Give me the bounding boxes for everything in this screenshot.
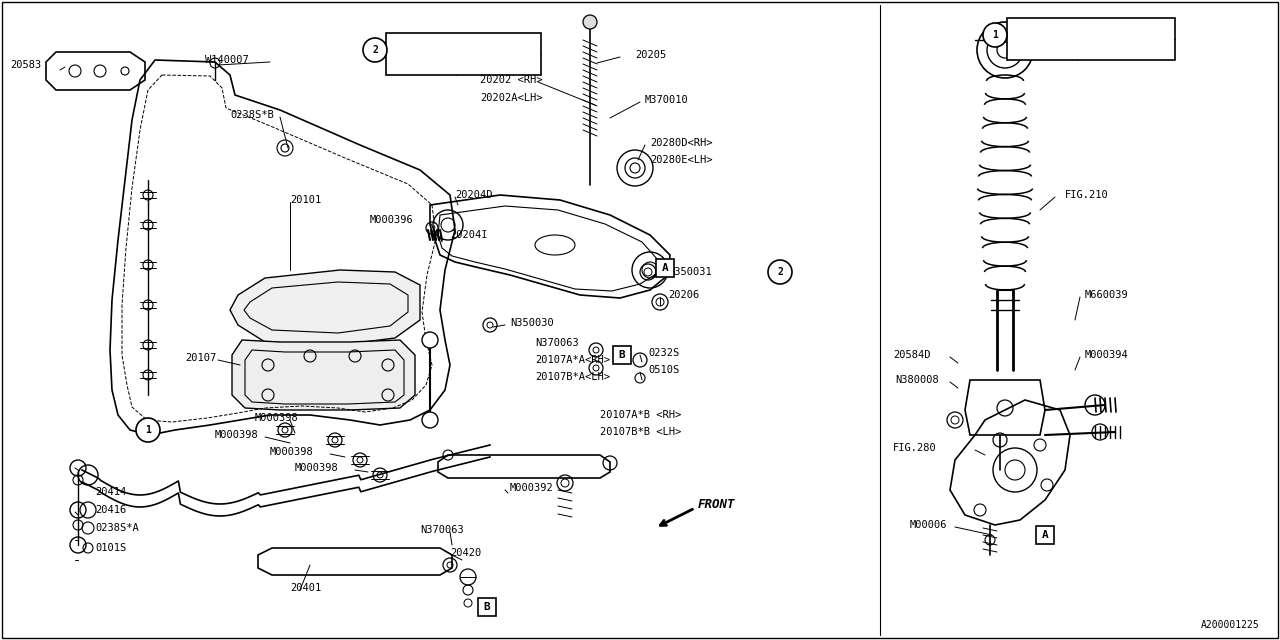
Text: M000398: M000398 bbox=[215, 430, 259, 440]
Polygon shape bbox=[230, 270, 420, 345]
Text: (1310-): (1310-) bbox=[1083, 45, 1124, 55]
Circle shape bbox=[364, 38, 387, 62]
Text: M000304: M000304 bbox=[1011, 23, 1052, 33]
Text: 20416: 20416 bbox=[95, 505, 127, 515]
Text: 20202A<LH>: 20202A<LH> bbox=[480, 93, 543, 103]
Bar bbox=[387, 33, 541, 75]
Bar bbox=[657, 259, 675, 277]
Text: M000397: M000397 bbox=[390, 38, 431, 48]
Text: 2: 2 bbox=[777, 267, 783, 277]
Text: W140007: W140007 bbox=[205, 55, 248, 65]
Text: M660039: M660039 bbox=[1085, 290, 1129, 300]
Text: 20107B*B <LH>: 20107B*B <LH> bbox=[600, 427, 681, 437]
Text: M000392: M000392 bbox=[509, 483, 554, 493]
Text: FRONT: FRONT bbox=[698, 499, 736, 511]
Text: M000431: M000431 bbox=[1011, 45, 1052, 55]
Text: N350030: N350030 bbox=[509, 318, 554, 328]
Text: M000398: M000398 bbox=[255, 413, 298, 423]
Text: 20414: 20414 bbox=[95, 487, 127, 497]
Text: M000394: M000394 bbox=[1085, 350, 1129, 360]
Circle shape bbox=[422, 412, 438, 428]
Text: (1406-): (1406-) bbox=[462, 60, 503, 70]
Circle shape bbox=[422, 332, 438, 348]
Text: 20101: 20101 bbox=[291, 195, 321, 205]
Text: 20107A*A<RH>: 20107A*A<RH> bbox=[535, 355, 611, 365]
Text: 20107A*B <RH>: 20107A*B <RH> bbox=[600, 410, 681, 420]
Text: N380008: N380008 bbox=[895, 375, 938, 385]
Circle shape bbox=[136, 418, 160, 442]
Text: 0101S: 0101S bbox=[95, 543, 127, 553]
Text: 20205: 20205 bbox=[635, 50, 667, 60]
Text: N350031: N350031 bbox=[668, 267, 712, 277]
Text: 20420: 20420 bbox=[451, 548, 481, 558]
Text: A200001225: A200001225 bbox=[1201, 620, 1260, 630]
Text: FIG.280: FIG.280 bbox=[893, 443, 937, 453]
Text: 20107: 20107 bbox=[186, 353, 216, 363]
Circle shape bbox=[768, 260, 792, 284]
Text: B: B bbox=[484, 602, 490, 612]
Text: M000396: M000396 bbox=[370, 215, 413, 225]
Text: M000439: M000439 bbox=[390, 60, 431, 70]
Text: 20583: 20583 bbox=[10, 60, 41, 70]
Text: N370063: N370063 bbox=[535, 338, 579, 348]
Text: 1: 1 bbox=[992, 30, 998, 40]
Text: 0232S: 0232S bbox=[648, 348, 680, 358]
Text: 20204I: 20204I bbox=[451, 230, 488, 240]
Text: 20280E<LH>: 20280E<LH> bbox=[650, 155, 713, 165]
Polygon shape bbox=[232, 340, 415, 410]
Text: (-1406): (-1406) bbox=[462, 38, 503, 48]
Text: 1: 1 bbox=[145, 425, 151, 435]
Text: N370063: N370063 bbox=[420, 525, 463, 535]
Text: (-1310): (-1310) bbox=[1083, 23, 1124, 33]
Text: FIG.210: FIG.210 bbox=[1065, 190, 1108, 200]
Text: 2: 2 bbox=[372, 45, 378, 55]
Text: M370010: M370010 bbox=[645, 95, 689, 105]
Text: 0238S*A: 0238S*A bbox=[95, 523, 138, 533]
Text: M000398: M000398 bbox=[294, 463, 339, 473]
Text: 20107B*A<LH>: 20107B*A<LH> bbox=[535, 372, 611, 382]
Text: B: B bbox=[618, 350, 626, 360]
Text: M000398: M000398 bbox=[270, 447, 314, 457]
Text: 20202 <RH>: 20202 <RH> bbox=[480, 75, 543, 85]
Bar bbox=[613, 346, 631, 364]
Text: M00006: M00006 bbox=[910, 520, 947, 530]
Text: 0510S: 0510S bbox=[648, 365, 680, 375]
Bar bbox=[477, 598, 497, 616]
Text: 20280D<RH>: 20280D<RH> bbox=[650, 138, 713, 148]
Circle shape bbox=[983, 23, 1007, 47]
Text: 20584D: 20584D bbox=[893, 350, 931, 360]
Text: 0238S*B: 0238S*B bbox=[230, 110, 274, 120]
Text: 20206: 20206 bbox=[668, 290, 699, 300]
Text: A: A bbox=[1042, 530, 1048, 540]
Bar bbox=[1036, 526, 1053, 544]
Circle shape bbox=[582, 15, 596, 29]
Text: A: A bbox=[662, 263, 668, 273]
Text: 20204D: 20204D bbox=[454, 190, 493, 200]
Bar bbox=[1007, 18, 1175, 60]
Text: 20401: 20401 bbox=[291, 583, 321, 593]
